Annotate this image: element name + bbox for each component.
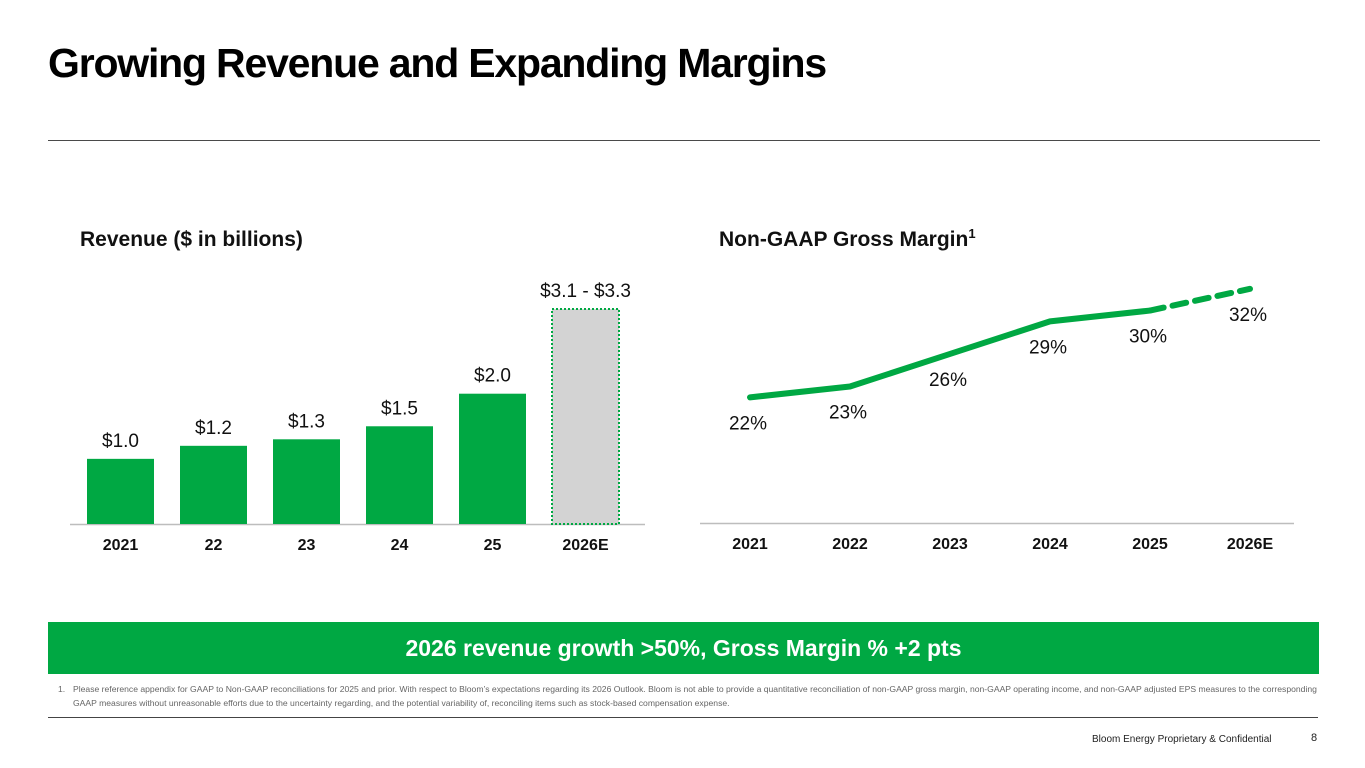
confidentiality-notice: Bloom Energy Proprietary & Confidential (1092, 734, 1272, 745)
x-tick-label: 2021 (103, 537, 139, 554)
actual-line (747, 307, 1153, 401)
data-label: 23% (829, 403, 867, 424)
gross-margin-chart-title: Non-GAAP Gross Margin1 (719, 226, 976, 252)
x-tick-label: 2026E (562, 537, 609, 554)
data-label: $1.0 (102, 431, 139, 452)
data-label: $3.1 - $3.3 (540, 281, 631, 302)
x-tick-label: 2025 (1132, 536, 1168, 553)
x-tick-label: 2024 (1032, 536, 1068, 553)
footnote-text: Please reference appendix for GAAP to No… (73, 684, 1317, 708)
bar (273, 439, 340, 524)
x-tick-label: 2026E (1227, 536, 1274, 553)
data-label: $2.0 (474, 366, 511, 387)
data-label: $1.3 (288, 411, 325, 432)
data-label: $1.2 (195, 418, 232, 439)
page-number: 8 (1311, 732, 1318, 744)
data-label: $1.5 (381, 398, 418, 419)
summary-banner: 2026 revenue growth >50%, Gross Margin %… (48, 622, 1319, 674)
bar (366, 426, 433, 524)
x-tick-label: 2023 (932, 536, 968, 553)
footer-divider (48, 717, 1318, 718)
footnote: 1. Please reference appendix for GAAP to… (58, 682, 1320, 710)
revenue-bar-chart: $1.0 2021 $1.2 22 $1.3 23 $1.5 24 $2.0 25 $3.1 - $… (70, 281, 645, 554)
data-label: 29% (1029, 337, 1067, 358)
footnote-marker: 1 (968, 226, 976, 241)
revenue-chart-title: Revenue ($ in billions) (80, 228, 303, 251)
estimate-line (1147, 285, 1253, 314)
x-tick-label: 24 (391, 537, 409, 554)
page-title: Growing Revenue and Expanding Margins (48, 40, 827, 86)
gross-margin-title-text: Non-GAAP Gross Margin (719, 228, 969, 251)
bar (459, 393, 526, 524)
data-label: 22% (729, 413, 767, 434)
bar (87, 458, 154, 524)
x-tick-label: 25 (484, 537, 502, 554)
data-label: 32% (1229, 305, 1267, 326)
gross-margin-line-chart: 22% 2021 23% 2022 26% 2023 29% 2024 30% 2025 32% 20… (700, 285, 1294, 553)
data-label: 30% (1129, 327, 1167, 348)
title-divider (48, 140, 1320, 141)
footnote-number: 1. (58, 684, 66, 694)
bar (180, 445, 247, 524)
x-tick-label: 23 (298, 537, 316, 554)
x-tick-label: 22 (205, 537, 223, 554)
x-tick-label: 2022 (832, 536, 868, 553)
x-tick-label: 2021 (732, 536, 768, 553)
bar-estimate (551, 308, 620, 525)
data-label: 26% (929, 370, 967, 391)
